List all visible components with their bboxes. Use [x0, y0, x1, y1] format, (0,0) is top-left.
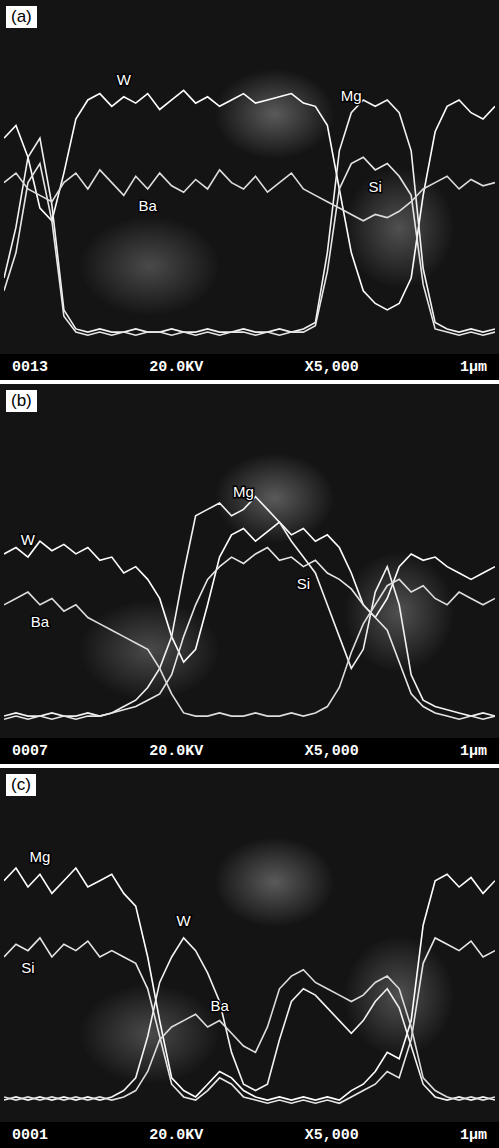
svg-text:W: W [177, 912, 192, 929]
html-text:20.0KV: 20.0KV [149, 742, 204, 760]
svg-text:Si: Si [297, 575, 310, 592]
html-text:0013: 0013 [12, 358, 48, 376]
svg-text:Si: Si [369, 178, 382, 195]
svg-text:Mg: Mg [233, 483, 254, 500]
html-text:20.0KV: 20.0KV [149, 358, 204, 376]
html-text:(b): (b) [11, 391, 32, 410]
svg-text:Ba: Ba [210, 997, 229, 1014]
html-text:0001: 0001 [12, 1126, 48, 1144]
html-text:1μm: 1μm [460, 742, 487, 760]
html-text:X5,000: X5,000 [304, 358, 359, 376]
html-text:X5,000: X5,000 [304, 742, 359, 760]
svg-text:Si: Si [21, 959, 34, 976]
svg-text:Ba: Ba [139, 197, 158, 214]
html-text:(c): (c) [11, 775, 31, 794]
svg-text:W: W [21, 531, 36, 548]
html-text:0007: 0007 [12, 742, 48, 760]
html-text:1μm: 1μm [460, 1126, 487, 1144]
svg-text:Mg: Mg [341, 87, 362, 104]
html-text:X5,000: X5,000 [304, 1126, 359, 1144]
svg-text:Mg: Mg [30, 848, 51, 865]
html-text:(a): (a) [11, 7, 32, 26]
svg-text:W: W [117, 71, 132, 88]
svg-text:Ba: Ba [31, 613, 50, 630]
html-text:1μm: 1μm [460, 358, 487, 376]
html-text:20.0KV: 20.0KV [149, 1126, 204, 1144]
